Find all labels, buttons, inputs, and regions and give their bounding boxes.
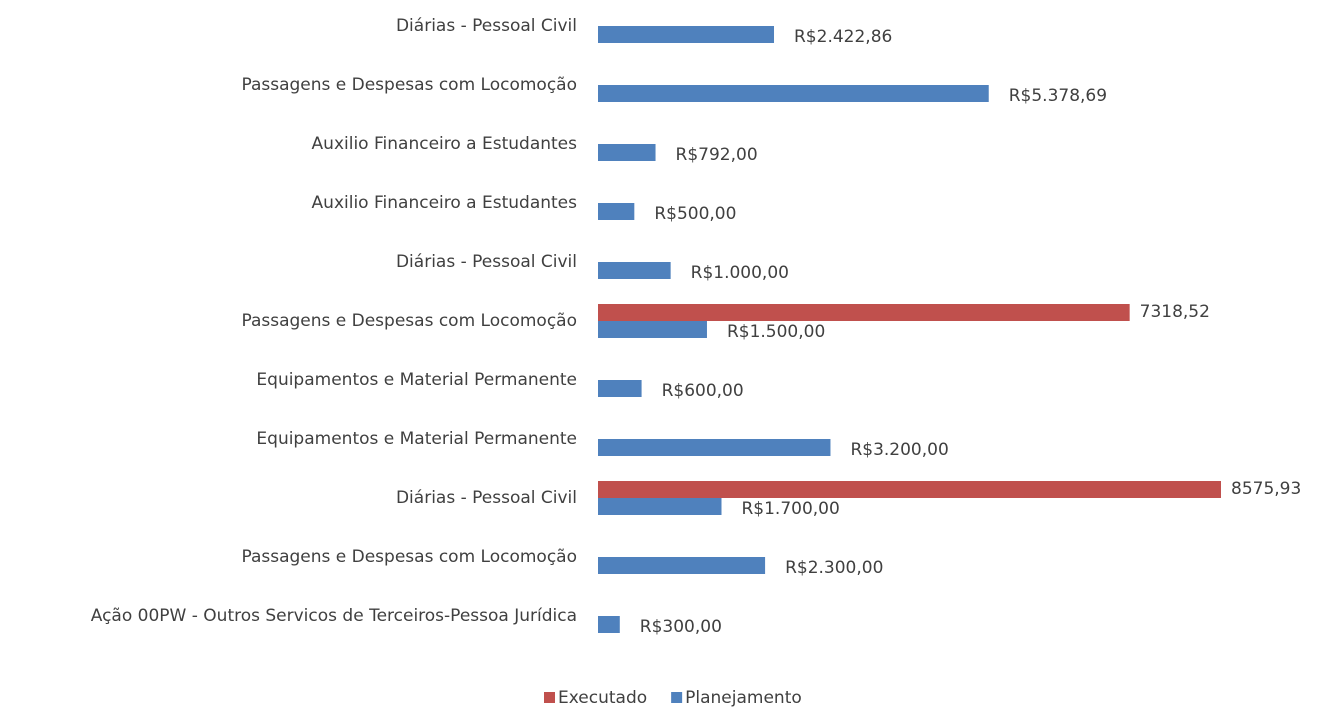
bar bbox=[598, 304, 1130, 321]
value-label: R$600,00 bbox=[662, 381, 744, 401]
bar bbox=[598, 85, 989, 102]
bar bbox=[598, 203, 635, 220]
category-label: Equipamentos e Material Permanente bbox=[256, 429, 577, 449]
bar bbox=[598, 498, 722, 515]
value-label: R$2.300,00 bbox=[785, 558, 883, 578]
value-label: R$2.422,86 bbox=[794, 27, 892, 47]
category-label: Auxilio Financeiro a Estudantes bbox=[312, 193, 578, 213]
bar bbox=[598, 557, 766, 574]
value-label: R$3.200,00 bbox=[850, 440, 948, 460]
value-label: R$792,00 bbox=[676, 145, 758, 165]
bar bbox=[598, 262, 671, 279]
category-label: Passagens e Despesas com Locomoção bbox=[241, 311, 577, 331]
value-label: R$5.378,69 bbox=[1009, 86, 1107, 106]
value-label: 8575,93 bbox=[1231, 479, 1301, 499]
legend-swatch bbox=[671, 692, 683, 703]
value-label: 7318,52 bbox=[1140, 302, 1210, 322]
bar bbox=[598, 26, 775, 43]
category-label: Passagens e Despesas com Locomoção bbox=[241, 75, 577, 95]
legend-label: Planejamento bbox=[685, 688, 802, 708]
legend-label: Executado bbox=[558, 688, 647, 708]
category-label: Diárias - Pessoal Civil bbox=[396, 488, 577, 508]
category-label: Diárias - Pessoal Civil bbox=[396, 16, 577, 36]
value-label: R$300,00 bbox=[640, 617, 722, 637]
category-label: Ação 00PW - Outros Servicos de Terceiros… bbox=[91, 606, 577, 626]
category-label: Diárias - Pessoal Civil bbox=[396, 252, 577, 272]
legend-swatch bbox=[544, 692, 555, 703]
bar bbox=[598, 380, 642, 397]
category-label: Passagens e Despesas com Locomoção bbox=[241, 547, 577, 567]
value-label: R$1.500,00 bbox=[727, 322, 825, 342]
bar bbox=[598, 321, 707, 338]
bar bbox=[598, 144, 656, 161]
value-label: R$500,00 bbox=[654, 204, 736, 224]
category-label: Equipamentos e Material Permanente bbox=[256, 370, 577, 390]
value-label: R$1.000,00 bbox=[691, 263, 789, 283]
bar bbox=[598, 616, 620, 633]
bar bbox=[598, 439, 831, 456]
bar bbox=[598, 481, 1221, 498]
value-label: R$1.700,00 bbox=[741, 499, 839, 519]
category-label: Auxilio Financeiro a Estudantes bbox=[312, 134, 578, 154]
